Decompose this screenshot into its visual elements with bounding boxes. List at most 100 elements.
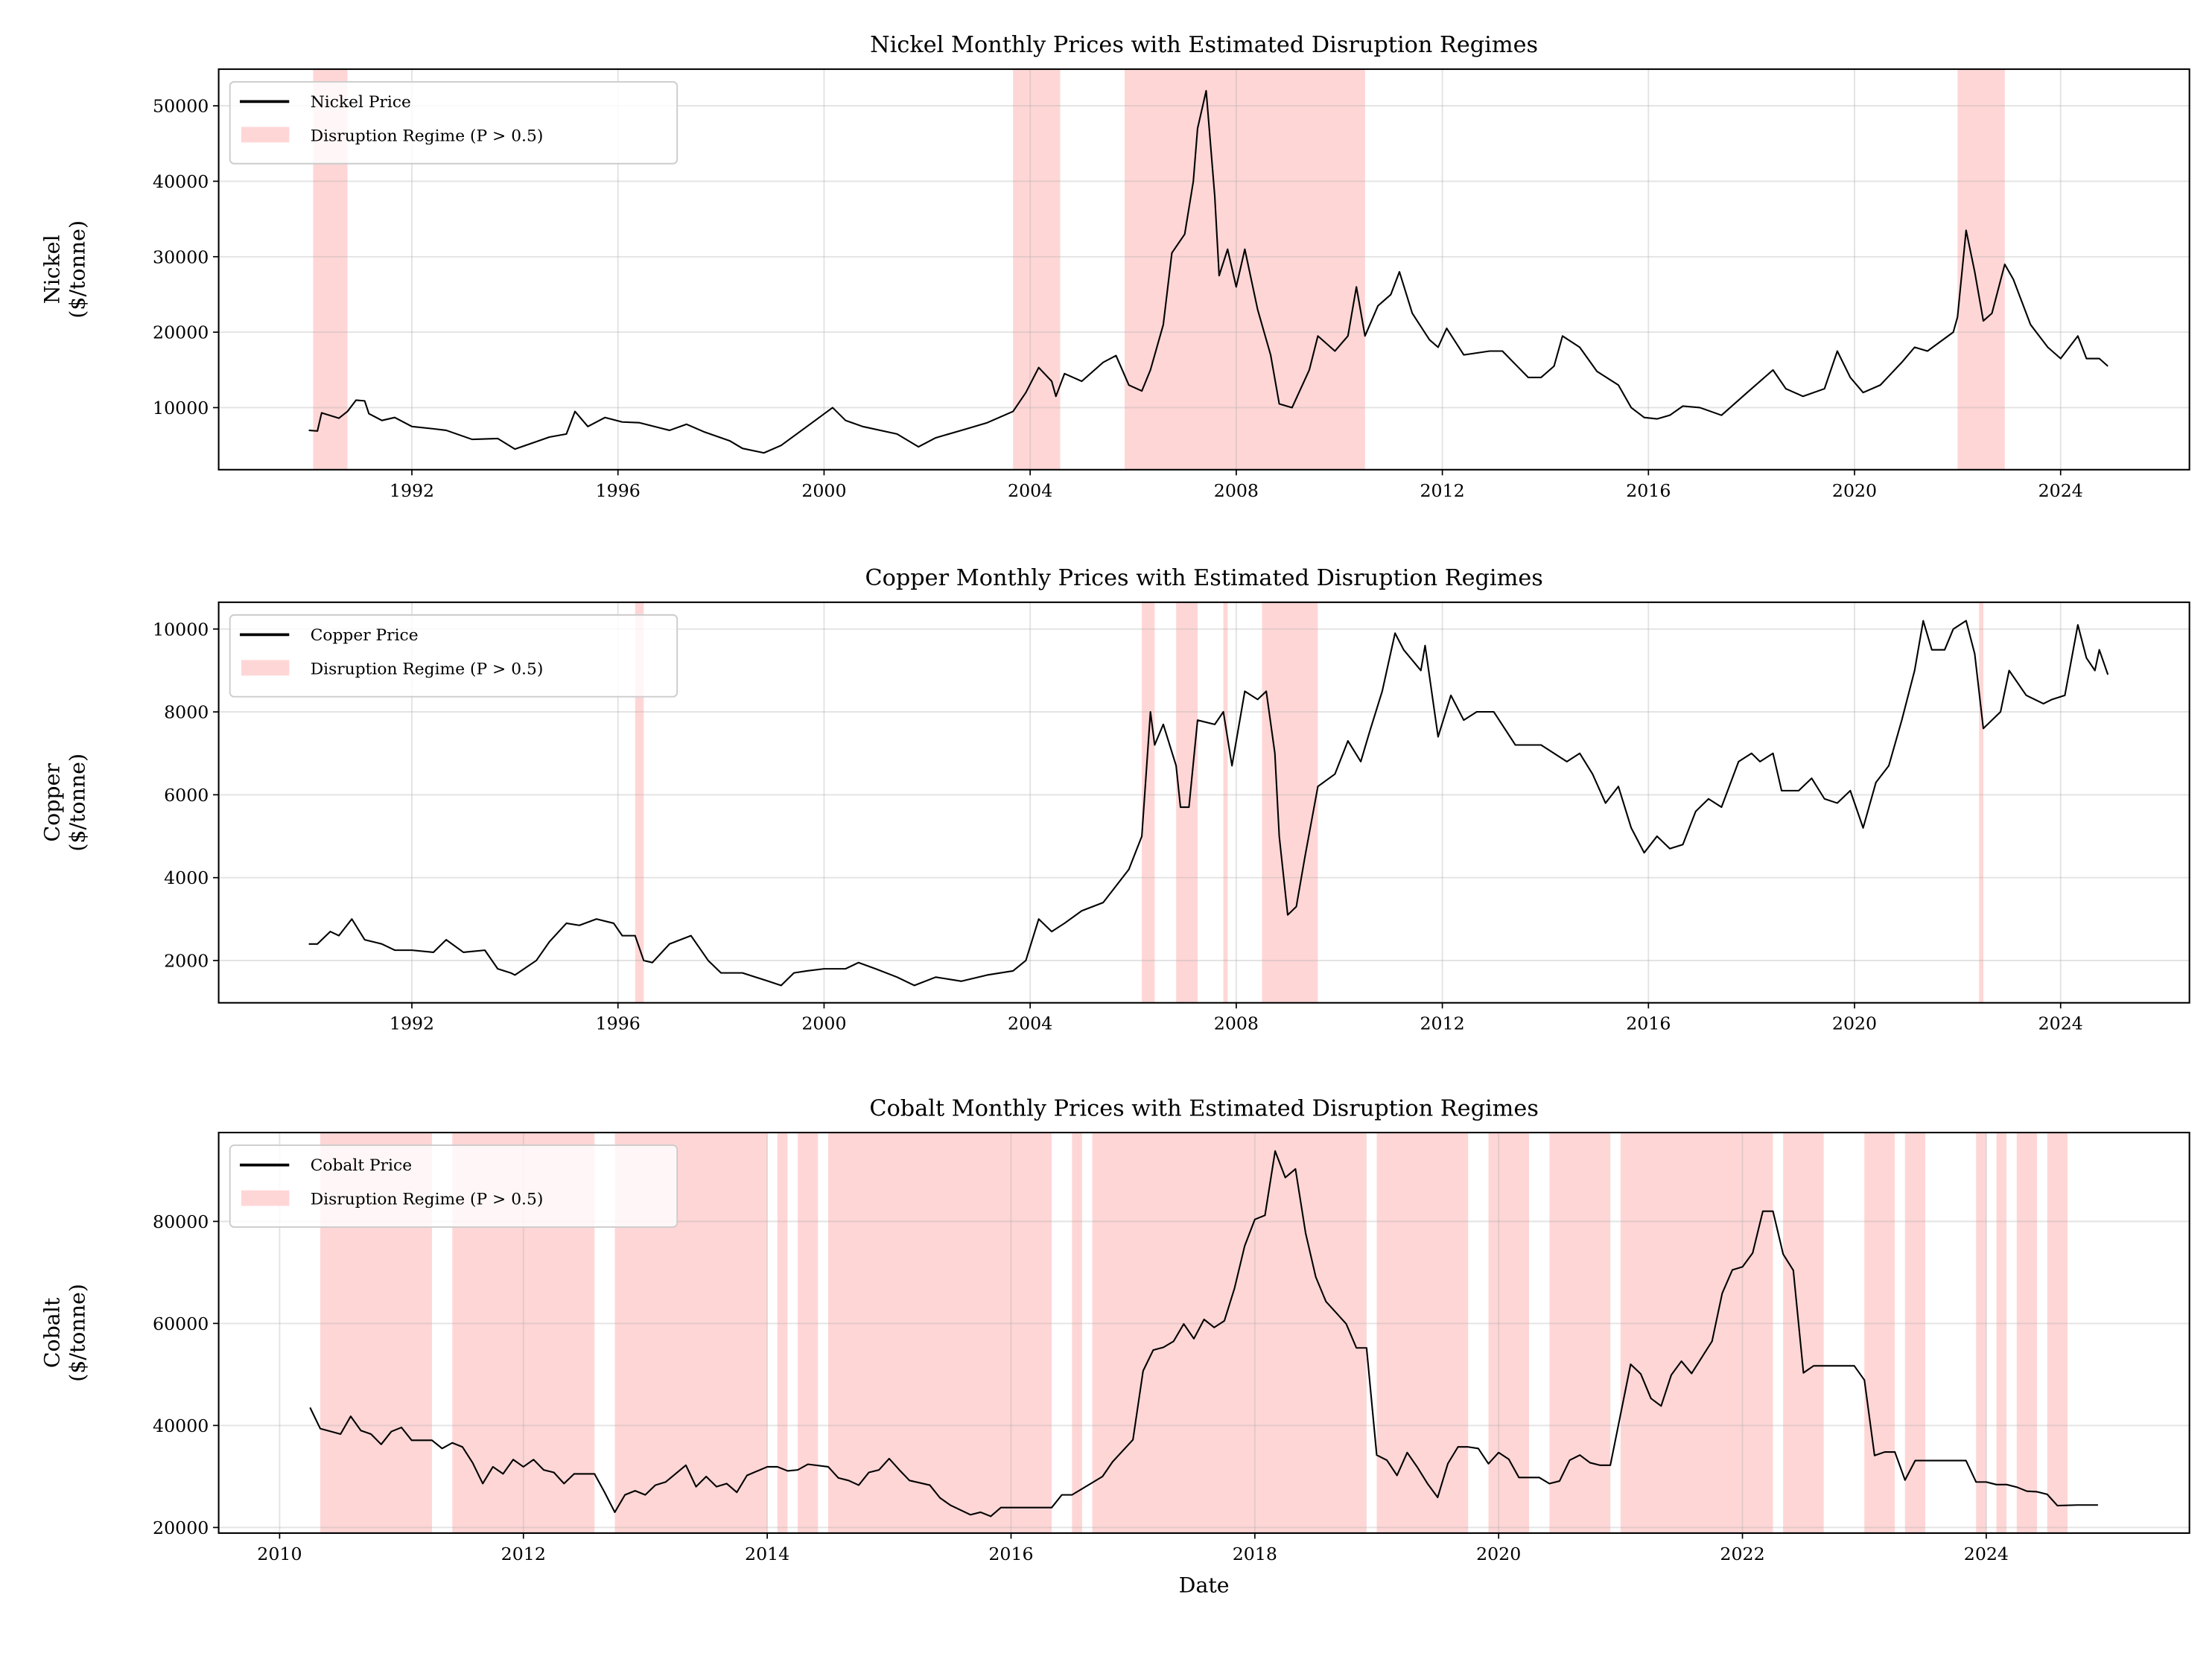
legend-regime-swatch bbox=[241, 660, 290, 676]
y-tick-label: 2000 bbox=[164, 951, 209, 972]
price-series-line bbox=[308, 620, 2109, 987]
legend: Nickel Price Disruption Regime (P > 0.5) bbox=[229, 80, 678, 165]
y-axis-label-line: Copper bbox=[40, 763, 65, 842]
y-axis-label: Copper($/tonne) bbox=[40, 754, 90, 852]
legend: Cobalt Price Disruption Regime (P > 0.5) bbox=[229, 1144, 678, 1228]
y-tick-label: 60000 bbox=[153, 1313, 209, 1334]
x-tick-label: 2014 bbox=[745, 1544, 789, 1564]
disruption-regime-band bbox=[1124, 69, 1365, 470]
y-axis-label-line: Nickel bbox=[40, 235, 65, 304]
y-tick-label: 10000 bbox=[153, 619, 209, 640]
legend-label: Copper Price bbox=[311, 626, 419, 645]
x-tick-label: 2016 bbox=[1626, 480, 1671, 501]
x-tick-label: 2004 bbox=[1008, 1013, 1052, 1034]
disruption-regime-band bbox=[798, 1133, 819, 1533]
x-tick-label: 2010 bbox=[257, 1544, 302, 1564]
disruption-regime-band bbox=[2016, 1133, 2038, 1533]
y-tick-label: 20000 bbox=[153, 1517, 209, 1538]
legend-box bbox=[229, 1144, 678, 1228]
legend-label: Nickel Price bbox=[311, 93, 411, 112]
disruption-regime-band bbox=[1864, 1133, 1895, 1533]
x-tick-label: 2000 bbox=[801, 1013, 846, 1034]
disruption-regime-band bbox=[1904, 1133, 1926, 1533]
chart-panel-nickel: 1992 1996 2000 2004 2008 2012 2016 2020 2024 1000… bbox=[40, 32, 2190, 501]
x-tick-label: 1992 bbox=[390, 480, 434, 501]
y-axis-label-line: ($/tonne) bbox=[66, 1284, 90, 1382]
disruption-regime-band bbox=[2047, 1133, 2068, 1533]
disruption-regime-band bbox=[635, 602, 644, 1003]
x-tick-label: 2020 bbox=[1832, 480, 1877, 501]
x-tick-label: 2012 bbox=[501, 1544, 546, 1564]
x-tick-label: 2020 bbox=[1476, 1544, 1521, 1564]
x-tick-label: 2012 bbox=[1420, 480, 1464, 501]
disruption-regime-band bbox=[1223, 602, 1228, 1003]
disruption-regime-band bbox=[1549, 1133, 1611, 1533]
x-axis-label: Date bbox=[1179, 1573, 1230, 1598]
y-axis-label: Nickel($/tonne) bbox=[40, 220, 90, 319]
y-tick-label: 30000 bbox=[153, 246, 209, 267]
axes-frame bbox=[217, 68, 2190, 471]
chart-title: Cobalt Monthly Prices with Estimated Dis… bbox=[869, 1095, 1539, 1121]
x-tick-label: 1992 bbox=[390, 1013, 434, 1034]
legend-box bbox=[229, 80, 678, 165]
disruption-regime-band bbox=[827, 1133, 1052, 1533]
legend-regime-swatch bbox=[241, 127, 290, 143]
price-series-line bbox=[308, 89, 2108, 454]
y-tick-label: 10000 bbox=[153, 398, 209, 418]
x-tick-label: 2016 bbox=[988, 1544, 1033, 1564]
legend: Copper Price Disruption Regime (P > 0.5) bbox=[229, 614, 678, 698]
disruption-regime-band bbox=[1976, 1133, 1986, 1533]
disruption-regime-band bbox=[1092, 1133, 1367, 1533]
x-tick-label: 1996 bbox=[596, 1013, 641, 1034]
disruption-regime-band bbox=[1013, 69, 1061, 470]
y-tick-label: 4000 bbox=[164, 867, 209, 888]
y-axis-label-line: Cobalt bbox=[40, 1297, 65, 1368]
chart-panel-cobalt: 2010 2012 2014 2016 2018 2020 2022 2024 20000 400… bbox=[40, 1095, 2190, 1598]
x-tick-label: 2000 bbox=[801, 480, 846, 501]
y-tick-label: 40000 bbox=[153, 171, 209, 192]
y-tick-label: 50000 bbox=[153, 96, 209, 117]
y-axis-label-line: ($/tonne) bbox=[66, 754, 90, 852]
x-tick-label: 2016 bbox=[1626, 1013, 1671, 1034]
disruption-regime-band bbox=[1142, 602, 1155, 1003]
chart-title: Nickel Monthly Prices with Estimated Dis… bbox=[870, 32, 1538, 58]
x-tick-label: 2024 bbox=[2038, 480, 2083, 501]
legend-box bbox=[229, 614, 678, 698]
price-series-line bbox=[309, 1150, 2098, 1517]
y-tick-label: 40000 bbox=[153, 1415, 209, 1436]
disruption-regime-band bbox=[1072, 1133, 1082, 1533]
disruption-regime-band bbox=[1620, 1133, 1773, 1533]
legend-label: Disruption Regime (P > 0.5) bbox=[311, 660, 544, 678]
x-tick-label: 2020 bbox=[1832, 1013, 1877, 1034]
x-tick-label: 2024 bbox=[1964, 1544, 2009, 1564]
y-axis-label-line: ($/tonne) bbox=[66, 220, 90, 319]
x-tick-label: 2022 bbox=[1720, 1544, 1764, 1564]
disruption-regime-band bbox=[1376, 1133, 1469, 1533]
x-tick-label: 2018 bbox=[1233, 1544, 1277, 1564]
disruption-regime-band bbox=[1979, 602, 1983, 1003]
y-tick-label: 6000 bbox=[164, 785, 209, 806]
chart-panel-copper: 1992 1996 2000 2004 2008 2012 2016 2020 2024 2000… bbox=[40, 565, 2190, 1034]
x-tick-label: 2024 bbox=[2038, 1013, 2083, 1034]
y-axis-label: Cobalt($/tonne) bbox=[40, 1284, 90, 1382]
disruption-regime-band bbox=[1488, 1133, 1530, 1533]
legend-regime-swatch bbox=[241, 1190, 290, 1206]
y-tick-label: 8000 bbox=[164, 702, 209, 723]
x-tick-label: 2008 bbox=[1214, 480, 1259, 501]
axes-frame bbox=[217, 601, 2190, 1004]
disruption-regime-band bbox=[1996, 1133, 2007, 1533]
legend-label: Disruption Regime (P > 0.5) bbox=[311, 127, 544, 145]
disruption-regime-band bbox=[777, 1133, 788, 1533]
disruption-regime-band bbox=[1783, 1133, 1824, 1533]
legend-label: Cobalt Price bbox=[311, 1156, 412, 1175]
y-tick-label: 80000 bbox=[153, 1211, 209, 1232]
axes-frame bbox=[217, 1131, 2190, 1535]
disruption-regime-band bbox=[1957, 69, 2005, 470]
x-tick-label: 1996 bbox=[596, 480, 641, 501]
legend-label: Disruption Regime (P > 0.5) bbox=[311, 1191, 544, 1209]
x-tick-label: 2012 bbox=[1420, 1013, 1464, 1034]
disruption-regime-band bbox=[1262, 602, 1318, 1003]
chart-title: Copper Monthly Prices with Estimated Dis… bbox=[865, 565, 1542, 591]
y-tick-label: 20000 bbox=[153, 322, 209, 343]
